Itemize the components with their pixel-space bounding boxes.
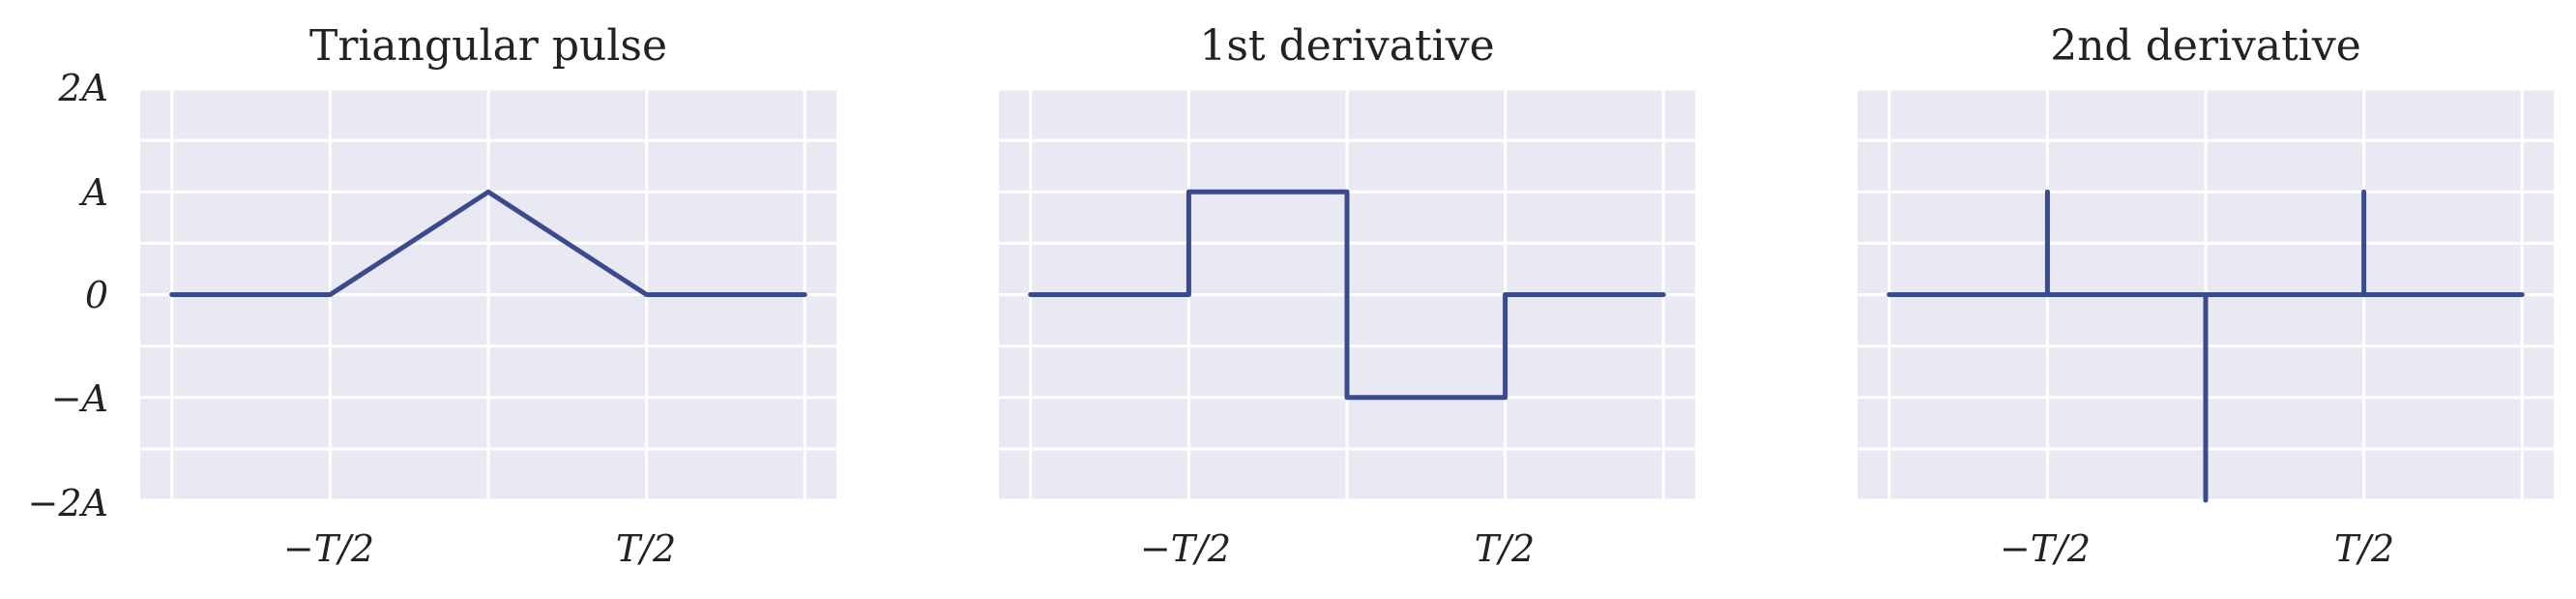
y-tick-label: −A: [51, 377, 108, 420]
chart-title: 2nd derivative: [2050, 21, 2361, 71]
series-line: [169, 189, 807, 297]
panel-1st-derivative: 1st derivative −T/2 T/2: [999, 21, 1695, 570]
y-tick-label: −2A: [28, 482, 108, 524]
y-tick-label: 0: [85, 274, 108, 316]
series: [1028, 189, 1666, 401]
chart-title: 1st derivative: [1199, 21, 1494, 71]
x-tick-label: −T/2: [283, 527, 374, 570]
series-line: [1028, 189, 1666, 401]
x-tick-label: −T/2: [2000, 527, 2091, 570]
x-tick-label: T/2: [2334, 527, 2394, 570]
x-tick-label: T/2: [616, 527, 676, 570]
x-tick-label: −T/2: [1140, 527, 1231, 570]
y-tick-label: A: [79, 171, 108, 214]
x-tick-label: T/2: [1475, 527, 1535, 570]
y-tick-label: 2A: [57, 67, 108, 109]
series: [1887, 189, 2525, 503]
panel-triangular-pulse: Triangular pulse 2A A 0 −A −2A −T/2 T/2: [28, 21, 836, 570]
chart-title: Triangular pulse: [309, 21, 667, 71]
series: [169, 189, 807, 297]
panel-2nd-derivative: 2nd derivative −T/2 T/2: [1858, 21, 2554, 570]
